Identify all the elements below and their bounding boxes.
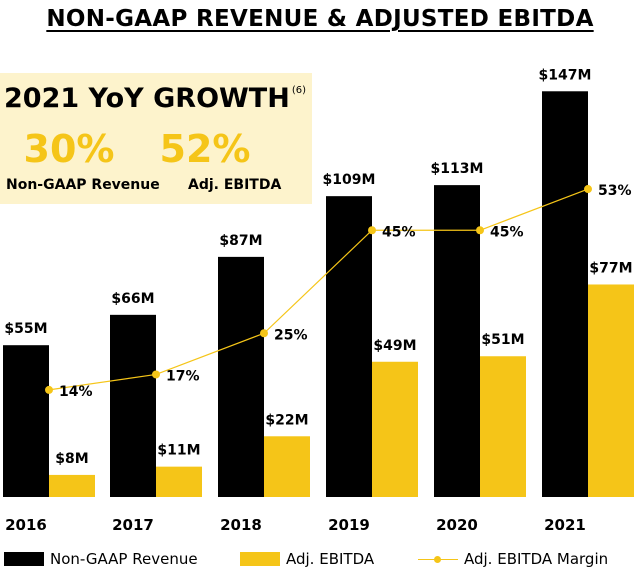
footnote-marker: (6) — [291, 85, 306, 96]
revenue-growth-value: 30% — [23, 127, 115, 171]
revenue-value-label: $55M — [4, 321, 47, 337]
legend: Non-GAAP Revenue Adj. EBITDA Adj. EBITDA… — [0, 550, 640, 574]
revenue-value-label: $87M — [219, 233, 262, 249]
margin-value-label: 45% — [490, 224, 524, 240]
ebitda-bar — [264, 436, 310, 497]
legend-label: Adj. EBITDA Margin — [464, 550, 609, 568]
ebitda-bar — [372, 361, 418, 497]
revenue-value-label: $109M — [323, 172, 376, 188]
line-with-dot-icon — [418, 552, 458, 566]
growth-heading: 2021 YoY GROWTH (6) — [4, 83, 306, 114]
margin-value-label: 53% — [598, 183, 632, 199]
margin-point — [584, 185, 592, 194]
revenue-bar — [434, 185, 480, 497]
ebitda-value-label: $49M — [373, 338, 416, 354]
margin-value-label: 25% — [274, 327, 308, 343]
margin-value-label: 17% — [166, 368, 200, 384]
margin-point — [260, 329, 268, 338]
revenue-value-label: $113M — [431, 161, 484, 177]
black-square-swatch-icon — [4, 552, 44, 566]
x-tick-label: 2021 — [544, 516, 586, 534]
ebitda-bar — [588, 284, 634, 497]
revenue-bar — [326, 196, 372, 497]
x-tick-label: 2018 — [220, 516, 262, 534]
chart-plot: $55M $8M $66M $11M $87M $22M $109M $49M $113M $51… — [3, 67, 634, 534]
revenue-growth-label: Non-GAAP Revenue — [6, 177, 160, 193]
legend-label: Adj. EBITDA — [286, 550, 375, 568]
ebitda-value-label: $11M — [157, 443, 200, 459]
margin-point — [368, 226, 376, 235]
yoy-growth-box: 2021 YoY GROWTH (6) 30% 52% Non-GAAP Reve… — [0, 73, 312, 204]
ebitda-value-label: $77M — [589, 260, 632, 276]
ebitda-bar — [156, 466, 202, 497]
ebitda-bar — [480, 356, 526, 497]
revenue-bar — [218, 256, 264, 497]
margin-value-label: 14% — [59, 384, 93, 400]
margin-value-label: 45% — [382, 224, 416, 240]
margin-point — [476, 226, 484, 235]
x-tick-label: 2017 — [112, 516, 154, 534]
revenue-bar — [542, 91, 588, 497]
legend-label: Non-GAAP Revenue — [50, 550, 198, 568]
revenue-value-label: $147M — [539, 67, 592, 83]
revenue-value-label: $66M — [111, 291, 154, 307]
margin-point — [152, 370, 160, 379]
ebitda-growth-value: 52% — [159, 127, 251, 171]
revenue-bar — [3, 345, 49, 497]
legend-item-margin: Adj. EBITDA Margin — [418, 550, 608, 568]
chart-title: NON-GAAP REVENUE & ADJUSTED EBITDA — [46, 6, 594, 32]
margin-line — [48, 188, 589, 391]
ebitda-growth-label: Adj. EBITDA — [188, 177, 282, 193]
ebitda-value-label: $51M — [481, 332, 524, 348]
ebitda-bar — [49, 474, 95, 497]
ebitda-value-label: $8M — [55, 451, 88, 467]
x-tick-label: 2020 — [436, 516, 478, 534]
x-tick-label: 2016 — [5, 516, 47, 534]
x-tick-label: 2019 — [328, 516, 370, 534]
revenue-bar — [110, 314, 156, 497]
legend-item-ebitda: Adj. EBITDA — [240, 550, 374, 568]
margin-point — [45, 385, 53, 394]
legend-item-revenue: Non-GAAP Revenue — [4, 550, 198, 568]
ebitda-value-label: $22M — [265, 412, 308, 428]
yellow-square-swatch-icon — [240, 552, 280, 566]
